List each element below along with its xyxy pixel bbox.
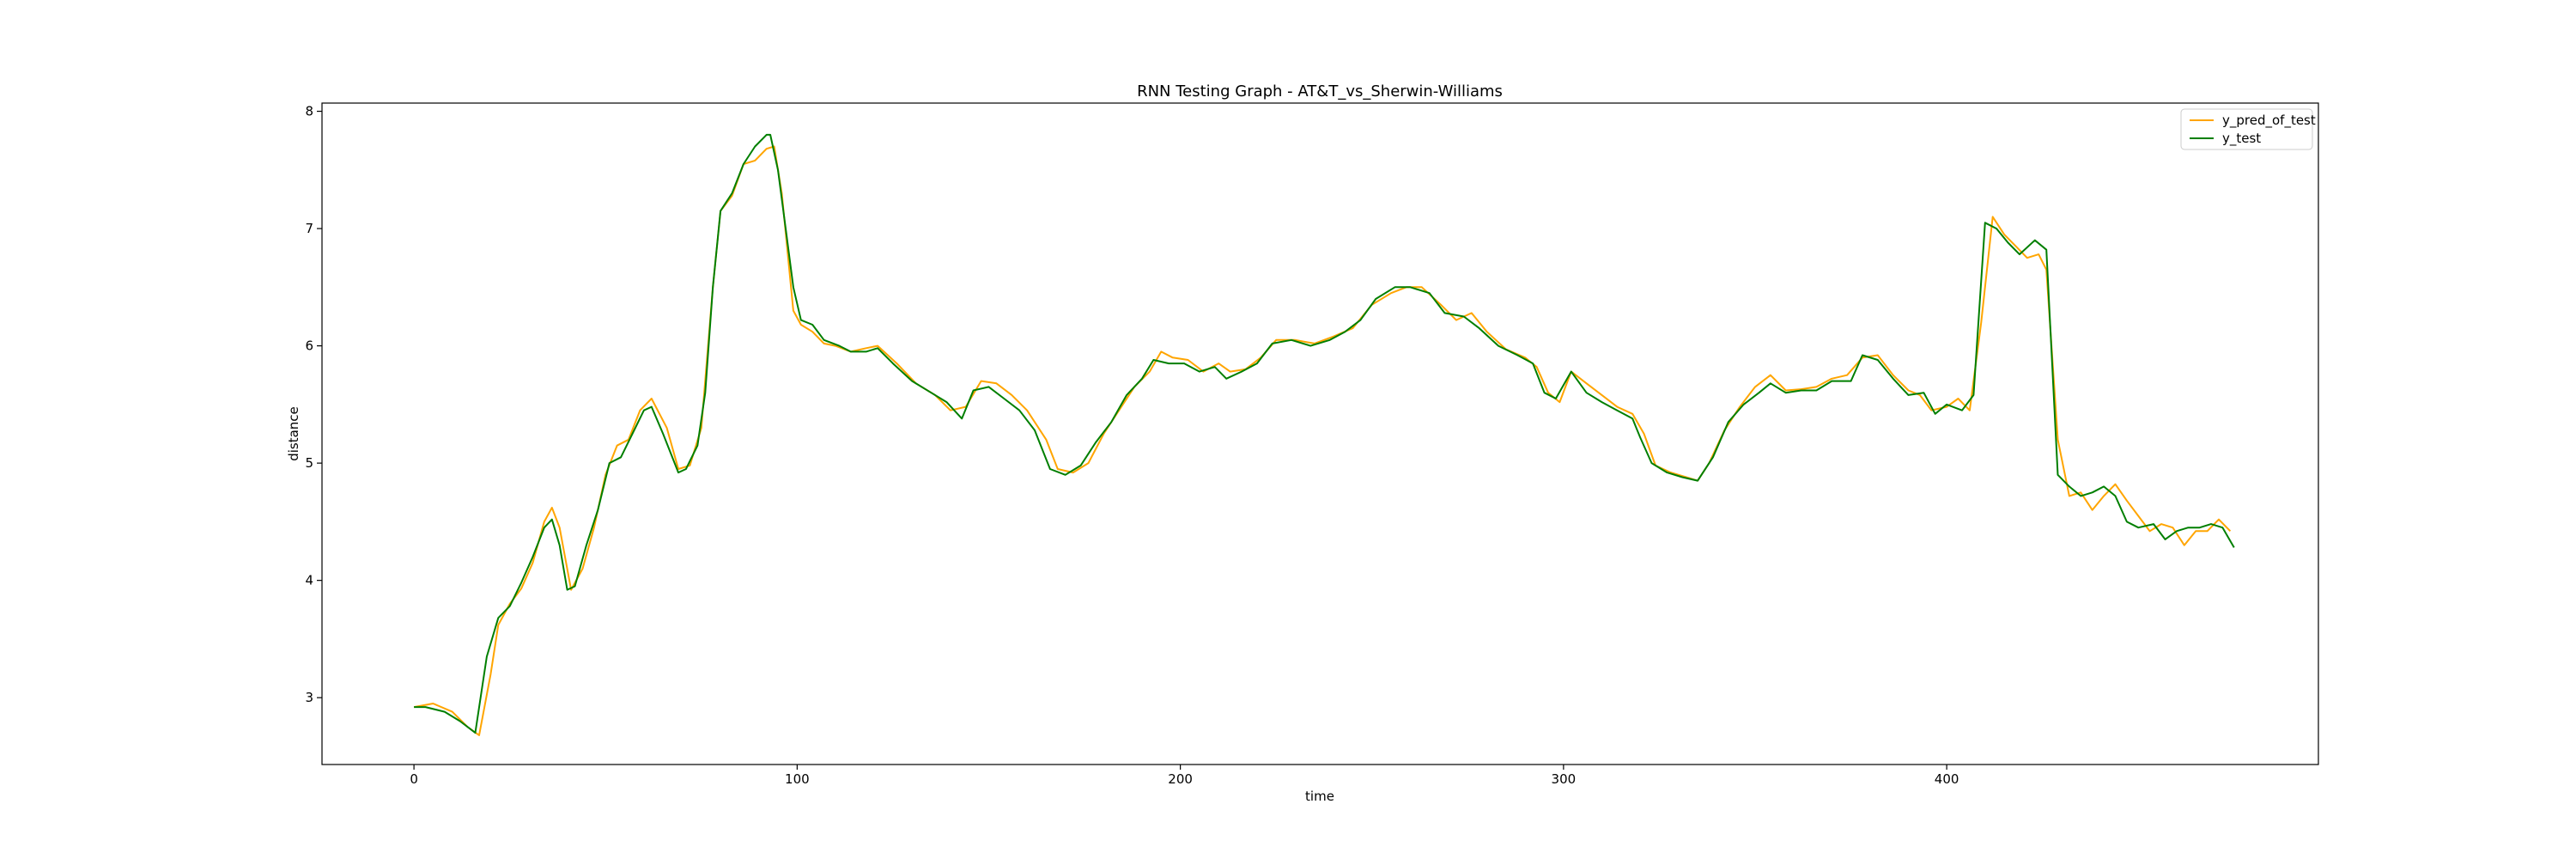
- y-tick-label: 8: [305, 104, 313, 119]
- x-tick-label: 400: [1935, 771, 1959, 787]
- x-tick-label: 200: [1168, 771, 1193, 787]
- axes-frame: [321, 102, 2319, 765]
- y-axis-label: distance: [286, 406, 301, 461]
- series-layer: [413, 133, 2235, 736]
- y-tick-label: 4: [305, 573, 313, 588]
- chart-title: RNN Testing Graph - AT&T_vs_Sherwin-Will…: [1137, 82, 1503, 101]
- x-tick-label: 0: [410, 771, 418, 787]
- series-line-y-test: [414, 133, 2235, 734]
- plot-area: [322, 103, 2318, 765]
- tick-layer: 0 100 200 300 400 3 4 5 6 7 8: [305, 104, 1959, 787]
- y-tick-label: 3: [305, 690, 313, 705]
- legend: y_pred_of_test y_test: [2180, 108, 2316, 150]
- y-tick-label: 6: [305, 338, 313, 354]
- x-tick-label: 100: [785, 771, 810, 787]
- x-tick-label: 300: [1552, 771, 1577, 787]
- legend-label-y-test: y_test: [2222, 131, 2261, 147]
- y-tick-label: 5: [305, 455, 313, 471]
- legend-box: [2180, 108, 2313, 150]
- y-tick-label: 7: [305, 221, 313, 236]
- legend-label-y-pred-of-test: y_pred_of_test: [2222, 113, 2316, 129]
- x-axis-label: time: [1305, 789, 1334, 804]
